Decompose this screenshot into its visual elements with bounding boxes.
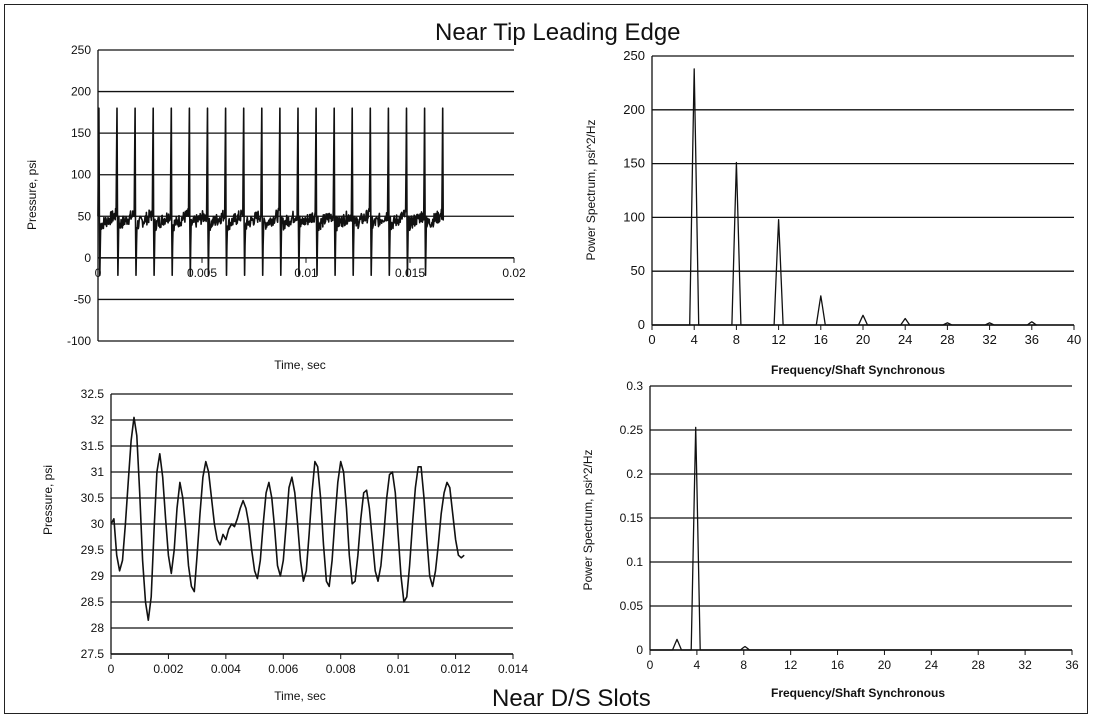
y-tick-label: 27.5 xyxy=(81,647,105,661)
y-axis-title: Pressure, psi xyxy=(25,160,39,230)
series-line xyxy=(650,426,1030,651)
y-tick-label: -100 xyxy=(67,334,91,348)
x-axis-title: Time, sec xyxy=(274,689,326,703)
y-tick-label: 200 xyxy=(71,85,91,99)
x-axis-title: Time, sec xyxy=(274,358,326,372)
x-tick-label: 4 xyxy=(691,332,698,347)
x-tick-label: 0 xyxy=(648,332,655,347)
x-tick-label: 0 xyxy=(95,266,102,280)
x-tick-label: 24 xyxy=(925,658,939,672)
x-tick-label: 0.005 xyxy=(187,266,217,280)
y-tick-label: 250 xyxy=(623,48,645,63)
x-tick-label: 40 xyxy=(1067,332,1081,347)
y-tick-label: 150 xyxy=(623,156,645,171)
x-tick-label: 0.015 xyxy=(395,266,425,280)
x-tick-label: 0.004 xyxy=(211,662,241,676)
y-tick-label: 30 xyxy=(91,517,105,531)
x-tick-label: 8 xyxy=(740,658,747,672)
x-tick-label: 28 xyxy=(940,332,954,347)
y-tick-label: 0.2 xyxy=(626,467,643,481)
slots-power-spectrum-chart: 0 0.05 0.1 0.15 0.2 0.25 0.3 0 4 8 12 16 20 24 28 32 36 F… xyxy=(581,379,1079,700)
x-tick-label: 0.006 xyxy=(268,662,298,676)
x-tick-label: 0.014 xyxy=(498,662,528,676)
y-axis-title: Pressure, psi xyxy=(41,465,55,535)
x-tick-label: 8 xyxy=(733,332,740,347)
x-tick-label: 12 xyxy=(784,658,798,672)
y-tick-label: 0.3 xyxy=(626,379,643,393)
x-tick-label: 0.008 xyxy=(326,662,356,676)
y-tick-label: 50 xyxy=(631,263,645,278)
y-tick-label: 0 xyxy=(638,317,645,332)
slots-pressure-time-chart: 27.5 28 28.5 29 29.5 30 30.5 31 31.5 32 32.5 0 0.002… xyxy=(41,387,528,703)
x-tick-label: 16 xyxy=(831,658,845,672)
series-line xyxy=(110,416,465,621)
y-tick-label: 31 xyxy=(91,465,105,479)
x-tick-label: 20 xyxy=(878,658,892,672)
x-tick-label: 0 xyxy=(647,658,654,672)
x-tick-label: 36 xyxy=(1065,658,1079,672)
x-tick-label: 0.002 xyxy=(153,662,183,676)
y-tick-label: 0.1 xyxy=(626,555,643,569)
y-tick-label: -50 xyxy=(74,292,92,306)
x-tick-label: 36 xyxy=(1025,332,1039,347)
y-tick-label: 0.05 xyxy=(620,599,644,613)
y-tick-label: 29.5 xyxy=(81,543,105,557)
x-axis-title: Frequency/Shaft Synchronous xyxy=(771,686,945,700)
y-tick-label: 29 xyxy=(91,569,105,583)
y-axis-title: Power Spectrum, psi^2/Hz xyxy=(581,449,595,590)
y-tick-label: 30.5 xyxy=(81,491,105,505)
y-tick-label: 150 xyxy=(71,126,91,140)
y-tick-label: 250 xyxy=(71,43,91,57)
x-tick-label: 0 xyxy=(108,662,115,676)
x-tick-label: 0.01 xyxy=(294,266,318,280)
y-tick-label: 28.5 xyxy=(81,595,105,609)
series-line xyxy=(652,68,1037,326)
y-tick-label: 0 xyxy=(636,643,643,657)
bottom-title: Near D/S Slots xyxy=(492,685,651,712)
top-title: Near Tip Leading Edge xyxy=(435,19,681,46)
x-tick-label: 0.02 xyxy=(502,266,526,280)
y-tick-label: 32 xyxy=(91,413,105,427)
x-tick-label: 12 xyxy=(771,332,785,347)
series-line xyxy=(97,107,445,276)
y-tick-label: 0.25 xyxy=(620,423,644,437)
x-tick-label: 4 xyxy=(694,658,701,672)
x-tick-label: 32 xyxy=(1018,658,1032,672)
y-tick-label: 0 xyxy=(84,251,91,265)
y-tick-label: 28 xyxy=(91,621,105,635)
y-tick-label: 32.5 xyxy=(81,387,105,401)
y-tick-label: 200 xyxy=(623,102,645,117)
x-tick-label: 0.01 xyxy=(386,662,410,676)
figure-sheet: Near Tip Leading Edge Near D/S Slots xyxy=(4,4,1088,714)
y-tick-label: 31.5 xyxy=(81,439,105,453)
x-tick-label: 16 xyxy=(814,332,828,347)
y-tick-label: 100 xyxy=(623,209,645,224)
y-axis-title: Power Spectrum, psi^2/Hz xyxy=(584,119,598,260)
x-tick-label: 0.012 xyxy=(441,662,471,676)
x-tick-label: 32 xyxy=(982,332,996,347)
x-axis-title: Frequency/Shaft Synchronous xyxy=(771,363,945,377)
x-tick-label: 20 xyxy=(856,332,870,347)
y-tick-label: 50 xyxy=(78,209,92,223)
y-tick-label: 100 xyxy=(71,168,91,182)
y-tick-label: 0.15 xyxy=(620,511,644,525)
x-tick-label: 28 xyxy=(972,658,986,672)
tip-power-spectrum-chart: 0 50 100 150 200 250 0 4 8 12 16 20 24 28 32 36 40 Freque… xyxy=(584,48,1081,377)
x-tick-label: 24 xyxy=(898,332,912,347)
